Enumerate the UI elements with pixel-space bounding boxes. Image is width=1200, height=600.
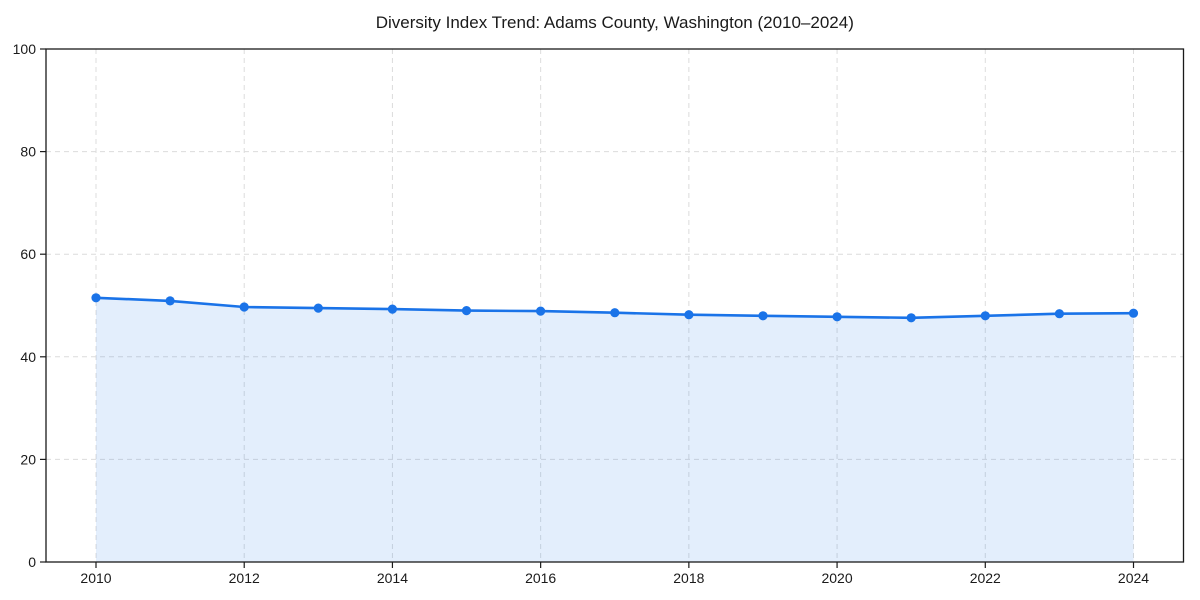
x-tick-label: 2020 — [821, 570, 852, 586]
chart-title: Diversity Index Trend: Adams County, Was… — [376, 13, 854, 32]
data-point-marker — [1128, 308, 1139, 318]
data-point-marker — [239, 302, 249, 312]
data-point-marker — [684, 310, 694, 320]
data-point-marker — [758, 311, 768, 321]
data-point-marker — [91, 293, 101, 303]
x-tick-label: 2024 — [1118, 570, 1149, 586]
data-point-marker — [313, 303, 323, 313]
area-layer — [96, 297, 1134, 562]
data-point-marker — [906, 313, 916, 323]
x-tick-label: 2014 — [377, 570, 408, 586]
data-point-marker — [980, 311, 990, 321]
y-tick-label: 40 — [20, 349, 36, 365]
x-tick-label: 2016 — [525, 570, 556, 586]
plot-border — [45, 48, 1185, 563]
y-tick-label: 100 — [13, 41, 37, 57]
data-point-marker — [1054, 309, 1064, 319]
axes-layer — [40, 48, 1185, 568]
data-point-marker — [387, 304, 397, 314]
x-tick-label: 2012 — [229, 570, 260, 586]
x-tick-label: 2022 — [970, 570, 1001, 586]
y-tick-label: 80 — [20, 144, 36, 160]
tick-label-layer: 2010 2012 2014 2016 2018 2020 2022 2024 0 20 40 60 8… — [13, 41, 1150, 586]
data-point-marker — [536, 306, 546, 316]
y-tick-label: 20 — [20, 451, 36, 467]
x-tick-label: 2010 — [80, 570, 111, 586]
data-point-marker — [832, 312, 842, 322]
data-point-marker — [610, 308, 620, 318]
data-point-marker — [165, 296, 175, 306]
y-tick-label: 60 — [20, 246, 36, 262]
data-point-marker — [461, 306, 472, 316]
x-tick-label: 2018 — [673, 570, 704, 586]
y-tick-label: 0 — [28, 554, 36, 570]
marker-layer — [91, 293, 1139, 323]
series-area-fill — [96, 297, 1134, 562]
